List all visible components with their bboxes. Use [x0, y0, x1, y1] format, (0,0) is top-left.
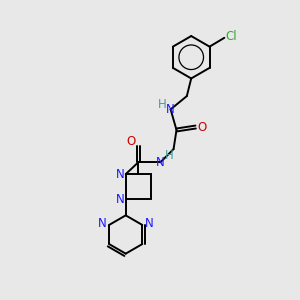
Text: N: N [116, 193, 124, 206]
Text: N: N [98, 217, 107, 230]
Text: O: O [126, 135, 136, 148]
Text: N: N [156, 156, 165, 169]
Text: Cl: Cl [225, 30, 237, 43]
Text: O: O [197, 121, 207, 134]
Text: N: N [144, 217, 153, 230]
Text: N: N [166, 103, 175, 116]
Text: H: H [165, 149, 173, 162]
Text: H: H [158, 98, 167, 111]
Text: N: N [116, 168, 124, 181]
